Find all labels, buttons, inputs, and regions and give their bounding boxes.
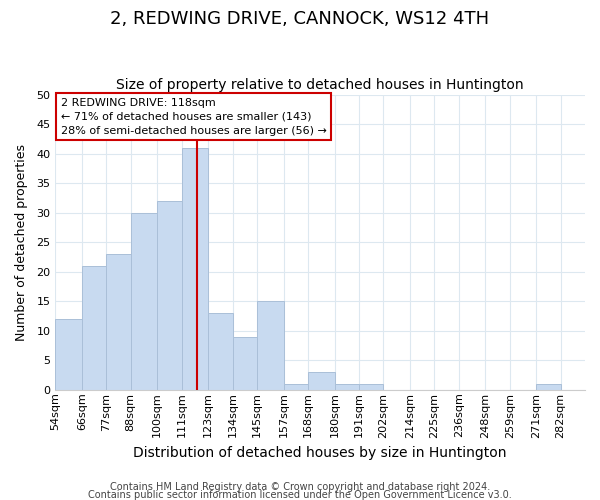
Bar	[335, 384, 359, 390]
X-axis label: Distribution of detached houses by size in Huntington: Distribution of detached houses by size …	[133, 446, 507, 460]
Bar	[536, 384, 560, 390]
Bar	[157, 201, 182, 390]
Bar	[208, 313, 233, 390]
Bar	[182, 148, 208, 390]
Bar	[308, 372, 335, 390]
Bar	[257, 301, 284, 390]
Title: Size of property relative to detached houses in Huntington: Size of property relative to detached ho…	[116, 78, 524, 92]
Text: Contains public sector information licensed under the Open Government Licence v3: Contains public sector information licen…	[88, 490, 512, 500]
Text: 2 REDWING DRIVE: 118sqm
← 71% of detached houses are smaller (143)
28% of semi-d: 2 REDWING DRIVE: 118sqm ← 71% of detache…	[61, 98, 326, 136]
Bar	[359, 384, 383, 390]
Text: Contains HM Land Registry data © Crown copyright and database right 2024.: Contains HM Land Registry data © Crown c…	[110, 482, 490, 492]
Bar	[82, 266, 106, 390]
Y-axis label: Number of detached properties: Number of detached properties	[15, 144, 28, 340]
Text: 2, REDWING DRIVE, CANNOCK, WS12 4TH: 2, REDWING DRIVE, CANNOCK, WS12 4TH	[110, 10, 490, 28]
Bar	[284, 384, 308, 390]
Bar	[131, 212, 157, 390]
Bar	[106, 254, 131, 390]
Bar	[233, 336, 257, 390]
Bar	[55, 319, 82, 390]
